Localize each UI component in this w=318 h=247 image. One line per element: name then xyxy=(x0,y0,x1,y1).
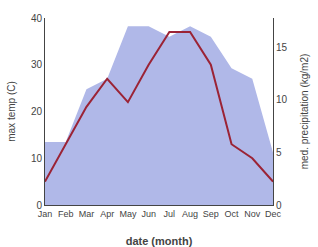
svg-text:0: 0 xyxy=(276,200,282,211)
svg-text:Sep: Sep xyxy=(203,209,219,219)
svg-text:max temp (C): max temp (C) xyxy=(6,81,17,142)
svg-text:20: 20 xyxy=(31,106,43,117)
svg-text:15: 15 xyxy=(276,42,288,53)
svg-text:Aug: Aug xyxy=(182,209,198,219)
svg-text:10: 10 xyxy=(276,94,288,105)
svg-text:Jan: Jan xyxy=(38,209,53,219)
svg-text:10: 10 xyxy=(31,153,43,164)
svg-text:Mar: Mar xyxy=(79,209,95,219)
svg-text:Jun: Jun xyxy=(141,209,156,219)
svg-text:Feb: Feb xyxy=(58,209,74,219)
svg-text:Jul: Jul xyxy=(164,209,176,219)
svg-text:date (month): date (month) xyxy=(126,235,193,247)
svg-text:Apr: Apr xyxy=(100,209,114,219)
svg-text:40: 40 xyxy=(31,13,43,24)
svg-text:med. precipitation (kg/m2): med. precipitation (kg/m2) xyxy=(299,54,310,170)
svg-text:0: 0 xyxy=(36,200,42,211)
svg-text:Dec: Dec xyxy=(265,209,282,219)
svg-text:Nov: Nov xyxy=(244,209,261,219)
svg-text:Oct: Oct xyxy=(225,209,240,219)
svg-text:May: May xyxy=(119,209,137,219)
svg-text:5: 5 xyxy=(276,147,282,158)
svg-text:30: 30 xyxy=(31,59,43,70)
